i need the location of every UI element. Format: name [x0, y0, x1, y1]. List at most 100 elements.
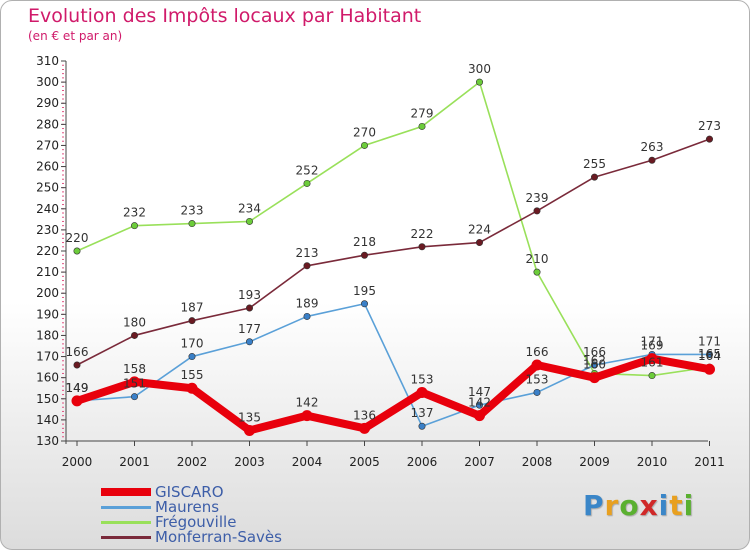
y-tick-label: 130 [36, 434, 59, 448]
data-label-monferran-saves: 213 [296, 246, 319, 260]
data-label-monferran-saves: 180 [123, 315, 146, 329]
data-label-maurens: 149 [66, 381, 89, 395]
data-point-fregouville [131, 222, 139, 230]
y-tick-label: 190 [36, 307, 59, 321]
data-label-fregouville: 270 [353, 125, 376, 139]
x-tick-label: 2003 [234, 455, 265, 469]
x-tick-label: 2004 [292, 455, 323, 469]
y-tick-label: 280 [36, 117, 59, 131]
legend-label-fregouville: Frégouville [155, 513, 237, 531]
data-label-giscaro: 142 [468, 396, 491, 410]
data-label-maurens: 189 [296, 296, 319, 310]
legend-swatch-fregouville [101, 521, 151, 524]
data-label-maurens: 151 [123, 377, 146, 391]
data-point-monferran-saves [131, 331, 139, 339]
y-tick-label: 140 [36, 413, 59, 427]
data-point-giscaro [474, 410, 485, 422]
data-point-maurens [533, 388, 541, 396]
y-tick-label: 290 [36, 96, 59, 110]
data-label-monferran-saves: 222 [411, 227, 434, 241]
data-label-fregouville: 161 [641, 356, 664, 370]
data-point-monferran-saves [303, 262, 311, 270]
legend-label-monferran-saves: Monferran-Savès [155, 528, 282, 546]
data-label-fregouville: 252 [296, 163, 319, 177]
data-point-maurens [303, 312, 311, 320]
y-tick-label: 300 [36, 75, 59, 89]
x-tick-label: 2008 [522, 455, 553, 469]
y-tick-label: 250 [36, 181, 59, 195]
data-label-giscaro: 136 [353, 408, 376, 422]
y-tick-label: 150 [36, 392, 59, 406]
data-label-maurens: 153 [526, 372, 549, 386]
data-point-monferran-saves [73, 361, 81, 369]
data-point-maurens [475, 401, 483, 409]
series-line-monferran-saves [76, 138, 711, 366]
data-label-giscaro: 153 [411, 372, 434, 386]
x-tick-label: 2005 [349, 455, 380, 469]
data-point-fregouville [475, 78, 483, 86]
data-label-maurens: 137 [411, 406, 434, 420]
y-tick-label: 230 [36, 223, 59, 237]
data-label-fregouville: 210 [526, 252, 549, 266]
data-point-fregouville [303, 179, 311, 187]
y-tick-label: 270 [36, 138, 59, 152]
y-tick-label: 160 [36, 371, 59, 385]
data-label-maurens: 170 [181, 337, 204, 351]
data-label-giscaro: 142 [296, 396, 319, 410]
data-label-fregouville: 232 [123, 206, 146, 220]
data-label-monferran-saves: 239 [526, 191, 549, 205]
data-label-monferran-saves: 187 [181, 301, 204, 315]
data-point-maurens [360, 300, 368, 308]
x-tick-label: 2002 [177, 455, 208, 469]
data-label-monferran-saves: 263 [641, 140, 664, 154]
data-point-giscaro [244, 424, 255, 436]
legend-item-monferran-saves: Monferran-Savès [101, 528, 361, 546]
data-point-monferran-saves [475, 239, 483, 247]
data-point-maurens [131, 393, 139, 401]
data-label-monferran-saves: 273 [698, 119, 721, 133]
y-tick-label: 210 [36, 265, 59, 279]
data-label-maurens: 171 [698, 334, 721, 348]
data-point-monferran-saves [360, 251, 368, 259]
data-point-fregouville [188, 220, 196, 228]
data-point-monferran-saves [246, 304, 254, 312]
data-label-maurens: 166 [583, 345, 606, 359]
data-label-monferran-saves: 224 [468, 223, 491, 237]
series-line-fregouville [76, 81, 711, 377]
data-label-giscaro: 160 [583, 358, 606, 372]
data-point-fregouville [246, 217, 254, 225]
proxiti-logo: Proxiti [583, 489, 694, 522]
legend-label-maurens: Maurens [155, 498, 220, 516]
data-label-fregouville: 162 [583, 353, 606, 367]
data-point-giscaro [416, 386, 428, 398]
data-label-giscaro: 166 [526, 345, 549, 359]
x-tick-label: 2009 [579, 455, 610, 469]
data-label-fregouville: 165 [698, 347, 721, 361]
series-group [71, 78, 715, 436]
logo-letter: P [583, 489, 605, 522]
legend: GISCARO Maurens Frégouville Monferran-Sa… [101, 483, 361, 546]
data-point-fregouville [418, 122, 426, 130]
data-label-maurens: 147 [468, 385, 491, 399]
y-tick-label: 220 [36, 244, 59, 258]
data-point-monferran-saves [418, 243, 426, 251]
data-label-maurens: 171 [641, 334, 664, 348]
y-tick-label: 170 [36, 350, 59, 364]
data-point-giscaro [704, 363, 715, 375]
series-line-giscaro [73, 354, 714, 435]
x-tick-label: 2010 [637, 455, 668, 469]
chart-title: Evolution des Impôts locaux par Habitant [28, 5, 422, 27]
legend-swatch-maurens [101, 506, 151, 509]
logo-letter: r [604, 489, 620, 522]
data-label-giscaro: 135 [238, 410, 261, 424]
y-tick-label: 180 [36, 328, 59, 342]
data-label-giscaro: 155 [181, 368, 204, 382]
logo-letter: i [658, 489, 670, 522]
data-label-monferran-saves: 166 [66, 345, 89, 359]
data-label-monferran-saves: 218 [353, 235, 376, 249]
data-label-fregouville: 220 [66, 231, 89, 245]
x-tick-label: 2001 [119, 455, 150, 469]
